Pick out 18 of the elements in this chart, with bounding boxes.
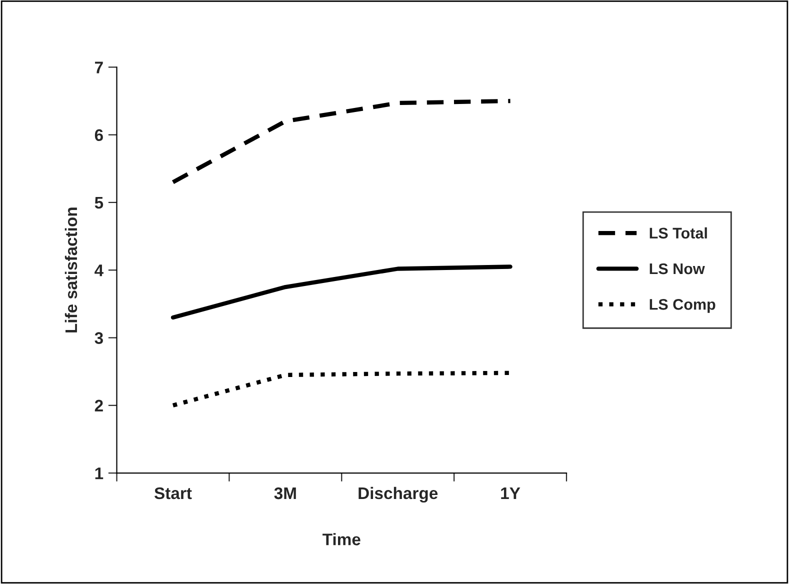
y-tick-label: 3 [94,332,103,344]
x-tick-label: Discharge [358,486,438,503]
y-tick-label: 6 [94,129,103,142]
line-series [170,264,512,320]
y-axis-title: Life satisfaction [64,208,78,332]
y-tick-label: 7 [95,62,103,74]
legend-label: LS Total [650,227,707,239]
legend-label: LS Now [650,263,705,274]
x-axis-title: Time [322,533,360,546]
x-tick-label: 1Y [501,488,520,500]
y-tick-label: 1 [95,468,104,480]
y-tick-label: 4 [94,264,104,276]
y-tick-label: 2 [94,400,103,412]
legend-label: LS Comp [650,299,716,313]
y-tick-label: 5 [94,197,104,209]
x-tick-label: Start [154,487,192,500]
x-tick-label: 3M [274,487,296,500]
line-series [170,98,512,184]
